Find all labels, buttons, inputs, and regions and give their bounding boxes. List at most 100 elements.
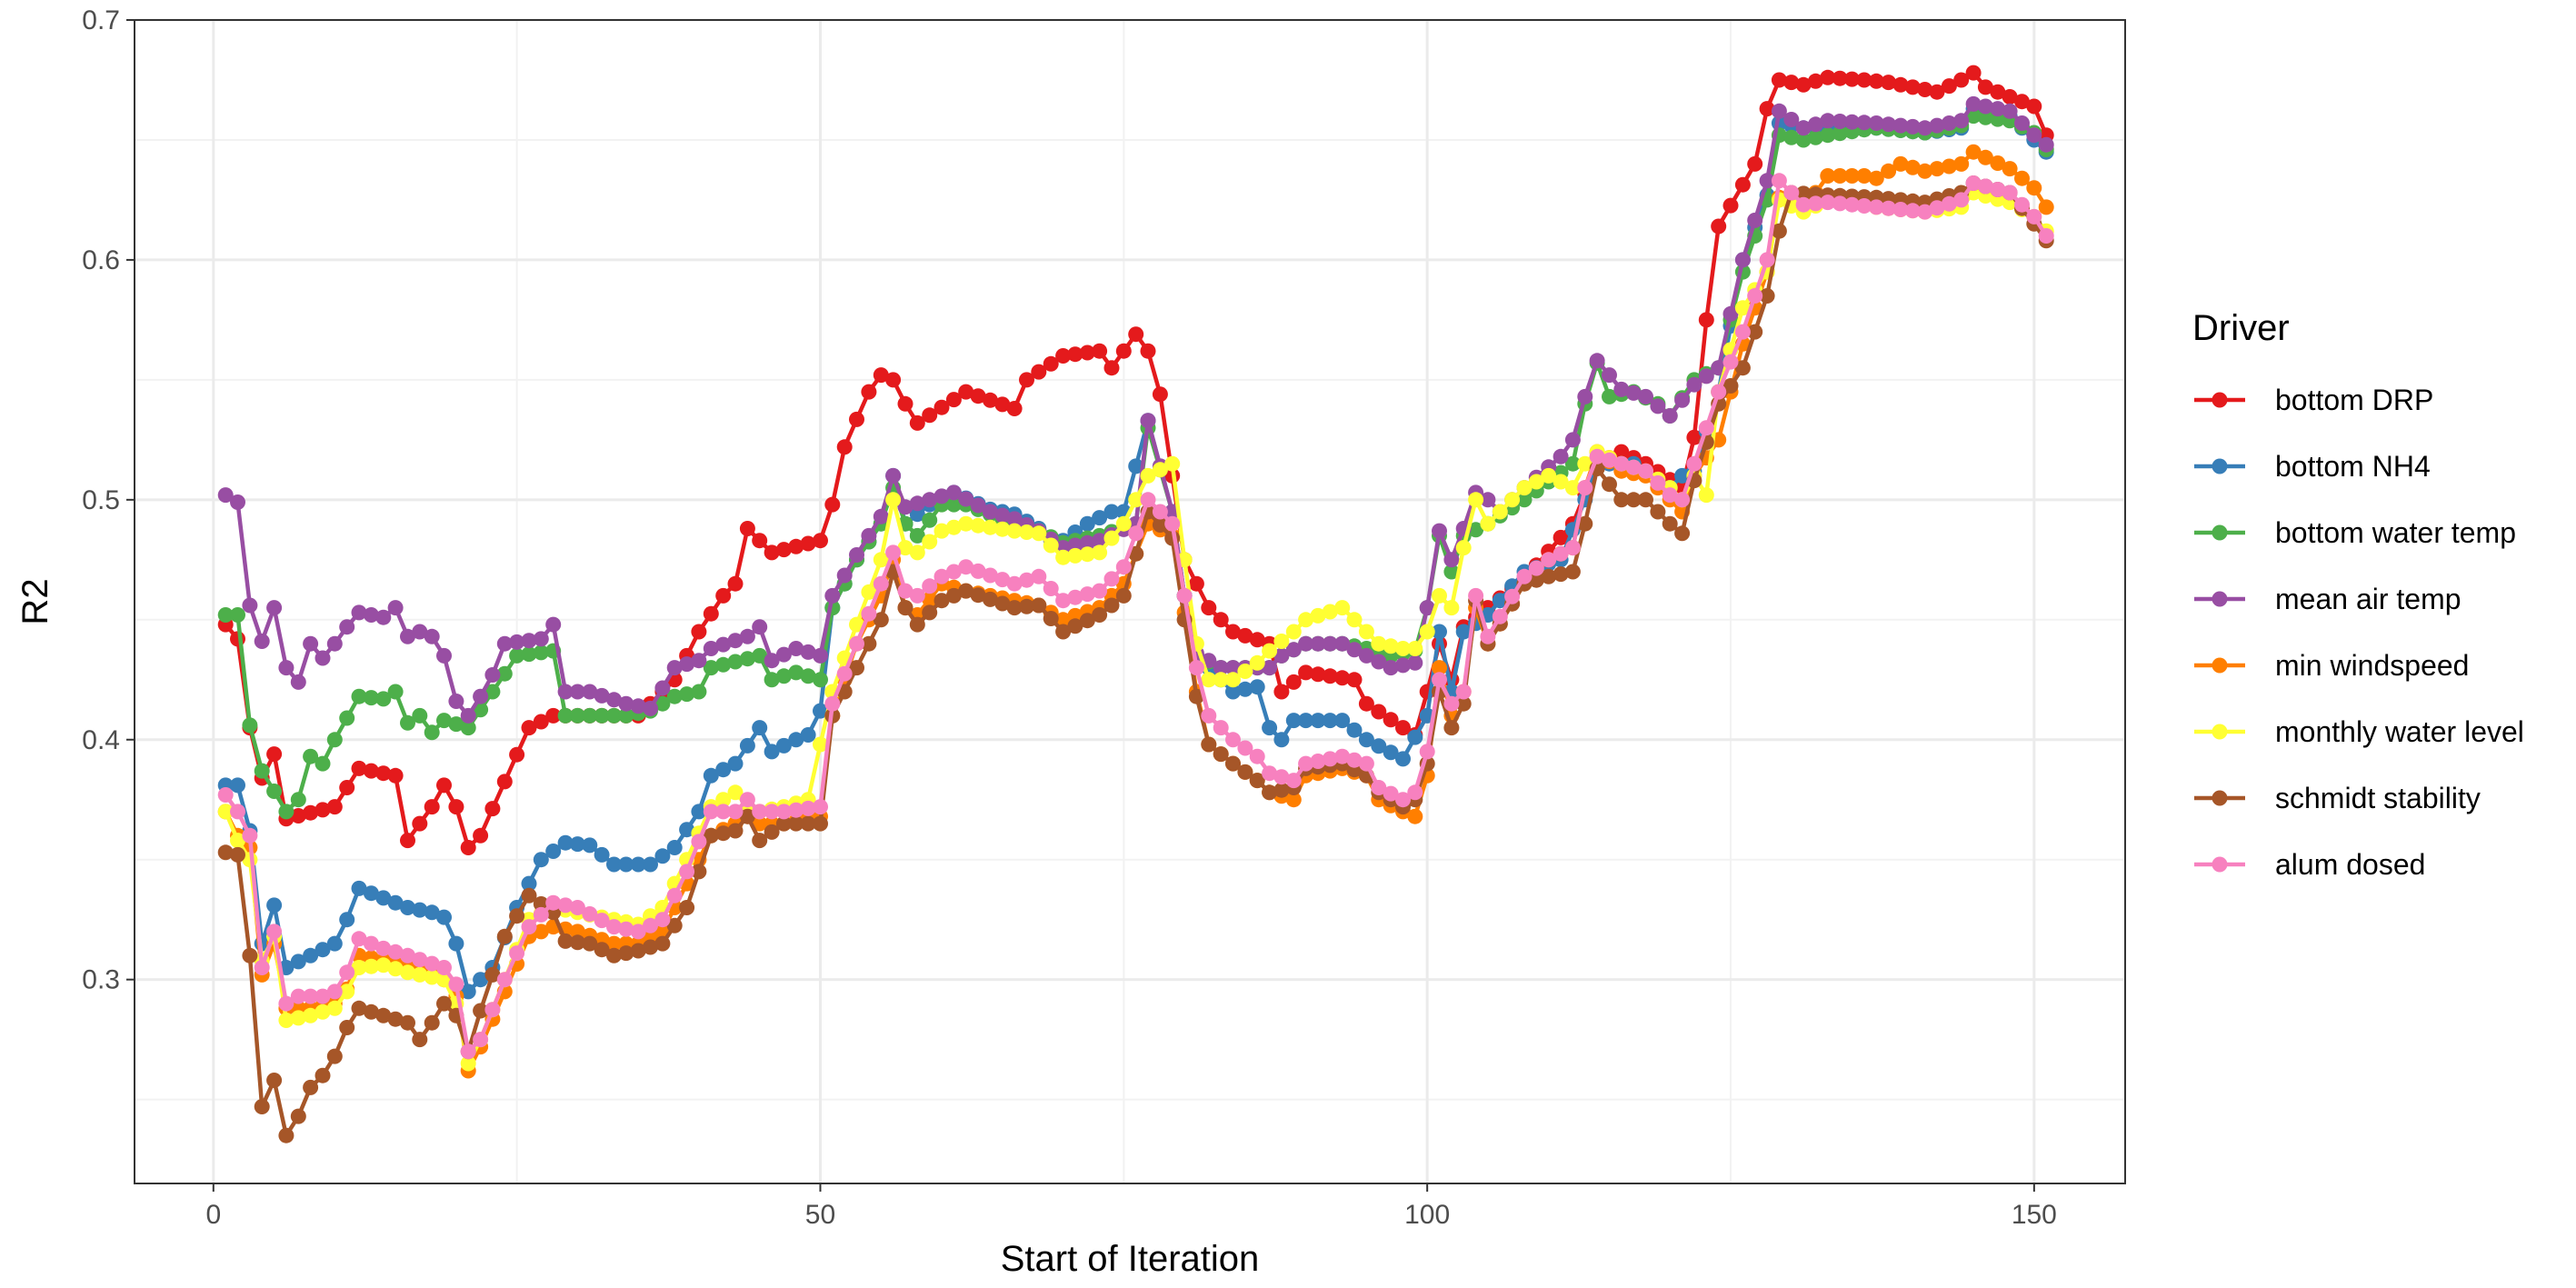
- data-point-bottom-nh4: [545, 844, 562, 859]
- data-point-alum-dosed: [1698, 420, 1714, 436]
- data-point-monthly-water-level: [1346, 612, 1363, 628]
- data-point-alum-dosed: [545, 894, 562, 911]
- data-point-schmidt-stability: [1249, 773, 1265, 789]
- data-point-schmidt-stability: [873, 612, 889, 628]
- data-point-bottom-drp: [2014, 94, 2030, 110]
- data-point-mean-air-temp: [885, 467, 902, 484]
- data-point-bottom-nh4: [606, 856, 622, 873]
- data-point-bottom-nh4: [775, 737, 792, 754]
- data-point-mean-air-temp: [1625, 384, 1642, 401]
- data-point-alum-dosed: [643, 917, 658, 934]
- x-axis-title: Start of Iteration: [1001, 1239, 1260, 1279]
- legend-label: schmidt stability: [2275, 782, 2481, 814]
- data-point-bottom-water-temp: [375, 691, 392, 707]
- data-point-bottom-drp: [1698, 312, 1714, 328]
- data-point-mean-air-temp: [703, 641, 719, 656]
- data-point-bottom-drp: [375, 765, 392, 782]
- data-point-alum-dosed: [958, 559, 974, 575]
- data-point-mean-air-temp: [266, 600, 283, 616]
- data-point-schmidt-stability: [1602, 476, 1617, 493]
- data-point-alum-dosed: [1249, 748, 1265, 764]
- data-point-alum-dosed: [1067, 589, 1083, 605]
- data-point-min-windspeed: [1929, 161, 1945, 177]
- data-point-schmidt-stability: [412, 1032, 428, 1048]
- data-point-bottom-drp: [326, 799, 343, 815]
- data-point-bottom-drp: [1115, 343, 1132, 359]
- data-point-monthly-water-level: [1285, 624, 1302, 640]
- data-point-schmidt-stability: [1019, 598, 1034, 614]
- y-axis-title: R2: [15, 578, 55, 624]
- data-point-mean-air-temp: [545, 616, 562, 633]
- data-point-bottom-drp: [448, 799, 464, 815]
- data-point-alum-dosed: [1650, 474, 1666, 491]
- data-point-schmidt-stability: [1541, 568, 1557, 584]
- data-point-bottom-drp: [545, 707, 562, 724]
- data-point-alum-dosed: [1613, 455, 1630, 472]
- data-point-min-windspeed: [1820, 168, 1836, 184]
- data-point-min-windspeed: [2026, 180, 2042, 196]
- data-point-bottom-drp: [849, 411, 864, 427]
- data-point-min-windspeed: [1285, 792, 1302, 808]
- data-point-alum-dosed: [1844, 196, 1860, 213]
- data-point-alum-dosed: [1965, 175, 1982, 191]
- data-point-mean-air-temp: [1140, 413, 1156, 429]
- data-point-alum-dosed: [691, 834, 707, 850]
- data-point-bottom-drp: [460, 840, 476, 855]
- data-point-monthly-water-level: [1067, 547, 1083, 564]
- data-point-schmidt-stability: [1225, 755, 1241, 772]
- data-point-monthly-water-level: [387, 961, 404, 977]
- data-point-mean-air-temp: [1322, 635, 1338, 652]
- data-point-bottom-water-temp: [1468, 522, 1484, 538]
- data-point-alum-dosed: [1043, 581, 1059, 596]
- data-point-bottom-drp: [436, 777, 452, 794]
- data-point-alum-dosed: [448, 976, 464, 993]
- data-point-schmidt-stability: [254, 1099, 270, 1114]
- data-point-schmidt-stability: [1079, 613, 1095, 629]
- data-point-alum-dosed: [1006, 575, 1023, 592]
- data-point-bottom-drp: [387, 767, 404, 784]
- data-point-monthly-water-level: [715, 792, 732, 808]
- data-point-schmidt-stability: [654, 935, 671, 952]
- data-point-monthly-water-level: [1358, 624, 1374, 640]
- data-point-monthly-water-level: [885, 492, 902, 508]
- data-point-bottom-water-temp: [496, 665, 513, 682]
- data-point-bottom-drp: [1892, 76, 1909, 93]
- data-point-bottom-drp: [1225, 624, 1241, 640]
- data-point-mean-air-temp: [994, 507, 1011, 524]
- data-point-mean-air-temp: [922, 492, 938, 508]
- data-point-mean-air-temp: [1844, 114, 1860, 130]
- data-point-monthly-water-level: [1553, 474, 1569, 490]
- y-tick-label: 0.6: [82, 245, 120, 275]
- data-point-schmidt-stability: [1237, 764, 1253, 780]
- data-point-schmidt-stability: [387, 1011, 404, 1027]
- data-point-bottom-drp: [1079, 344, 1095, 361]
- data-point-alum-dosed: [484, 1002, 501, 1018]
- data-point-schmidt-stability: [1092, 607, 1108, 623]
- data-point-alum-dosed: [1432, 672, 1447, 688]
- data-point-bottom-drp: [934, 399, 950, 415]
- data-point-schmidt-stability: [484, 966, 501, 983]
- data-point-mean-air-temp: [1759, 173, 1775, 189]
- data-point-monthly-water-level: [1383, 638, 1399, 654]
- data-point-bottom-nh4: [1395, 751, 1411, 767]
- axes: 0 50 100 150 0.3 0.4 0.5 0.6 0.7: [82, 5, 2057, 1230]
- data-point-monthly-water-level: [1079, 546, 1095, 563]
- data-point-schmidt-stability: [1771, 223, 1787, 239]
- data-point-schmidt-stability: [230, 846, 245, 863]
- legend-item-bottom-nh4: bottom NH4: [2194, 450, 2431, 483]
- data-point-mean-air-temp: [1638, 388, 1653, 404]
- data-point-bottom-water-temp: [230, 607, 245, 623]
- data-point-alum-dosed: [594, 913, 610, 929]
- data-point-monthly-water-level: [326, 1000, 343, 1016]
- data-point-bottom-nh4: [533, 852, 549, 868]
- data-point-alum-dosed: [922, 578, 938, 594]
- data-point-mean-air-temp: [630, 698, 646, 714]
- data-point-mean-air-temp: [339, 619, 355, 635]
- data-point-alum-dosed: [982, 567, 998, 584]
- data-point-mean-air-temp: [496, 635, 513, 652]
- data-point-alum-dosed: [1953, 192, 1970, 208]
- data-point-monthly-water-level: [290, 1010, 306, 1026]
- data-point-mean-air-temp: [1602, 367, 1617, 384]
- data-point-mean-air-temp: [1213, 660, 1229, 676]
- data-point-mean-air-temp: [1262, 660, 1278, 676]
